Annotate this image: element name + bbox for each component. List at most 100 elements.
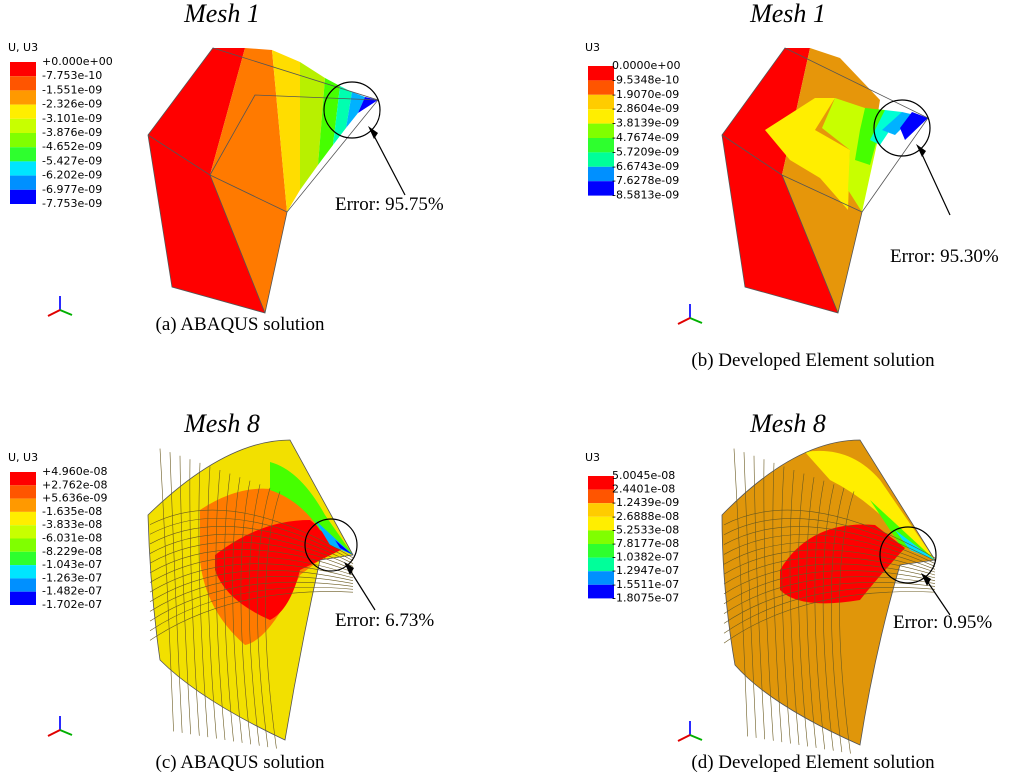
legend-swatch [588, 503, 614, 517]
mesh-line [723, 570, 936, 604]
caption: (c) ABAQUS solution [156, 752, 325, 773]
mesh-line [149, 581, 354, 622]
legend-label: -1.551e-09 [42, 83, 102, 96]
legend-label: -1.635e-08 [42, 505, 102, 518]
mesh-line [149, 563, 354, 593]
legend-label: -1.2439e-09 [612, 496, 679, 509]
legend-swatch [588, 489, 614, 504]
legend-label: -7.753e-10 [42, 69, 102, 82]
mesh-line [149, 591, 354, 641]
error-label: Error: 0.95% [893, 612, 992, 633]
mesh8-abaqus-plot [147, 439, 376, 749]
legend-swatch [10, 133, 36, 148]
mesh8-developed-plot [721, 439, 951, 754]
legend-label: -1.482e-07 [42, 585, 102, 598]
legend-header: U3 [585, 41, 600, 54]
legend-label: 2.4401e-08 [612, 483, 675, 496]
mesh-line [256, 487, 271, 748]
mesh-line [149, 586, 354, 631]
legend-header: U3 [585, 451, 600, 464]
legend-label: -5.7209e-09 [612, 145, 679, 158]
mesh-line [723, 518, 936, 561]
legend-swatch [588, 544, 614, 558]
caption: (a) ABAQUS solution [156, 314, 325, 335]
panel-title: Mesh 8 [749, 409, 826, 438]
legend-swatch [10, 591, 36, 605]
mesh-line [723, 576, 936, 614]
mesh-line [149, 556, 354, 583]
mesh-line [822, 484, 835, 751]
error-label: Error: 95.75% [335, 194, 444, 215]
legend-label: -9.5348e-10 [612, 73, 679, 86]
mesh-line [224, 473, 234, 742]
legend-label: -4.652e-09 [42, 140, 102, 153]
mesh-line [723, 526, 936, 564]
mesh-line [149, 570, 354, 603]
legend-label: -6.031e-08 [42, 532, 102, 545]
legend-label: -6.202e-09 [42, 169, 102, 182]
legend-header: U, U3 [8, 451, 38, 464]
legend-swatch [588, 152, 614, 167]
error-label: Error: 95.30% [890, 246, 999, 267]
mesh-line [743, 452, 757, 738]
legend-label: -1.0382e-07 [612, 551, 679, 564]
legend-swatch [588, 109, 614, 124]
legend-label: -3.8139e-09 [612, 117, 679, 130]
legend-swatch [588, 94, 614, 110]
mesh-line [763, 459, 774, 741]
mesh-line [723, 542, 936, 570]
caption: (d) Developed Element solution [691, 752, 935, 773]
legend-label: -7.753e-09 [42, 197, 102, 210]
legend-swatch [588, 571, 614, 585]
mesh-line [781, 466, 791, 744]
mesh-line [248, 484, 261, 746]
panel-title: Mesh 8 [183, 409, 260, 438]
legend-swatch [588, 584, 614, 599]
mesh-line [149, 576, 354, 612]
mesh-line [215, 469, 226, 741]
legend-header: U, U3 [8, 41, 38, 54]
mesh-line [232, 477, 243, 743]
legend-label: -7.6278e-09 [612, 174, 679, 187]
mesh-line [198, 462, 209, 738]
legend-swatch [10, 90, 36, 105]
legend-label: -1.043e-07 [42, 558, 102, 571]
mesh-line [169, 452, 183, 733]
mesh-line [830, 487, 845, 753]
mesh-line [149, 541, 354, 570]
legend-label: -4.7674e-09 [612, 131, 679, 144]
legend-swatch [10, 511, 36, 526]
mesh-line [723, 549, 936, 575]
legend-label: -1.9070e-09 [612, 88, 679, 101]
mesh-line [149, 549, 354, 574]
axis-triads [47, 296, 703, 742]
legend-label: -3.833e-08 [42, 518, 102, 531]
legend-label: +5.636e-09 [42, 492, 107, 505]
legend-label: -6.977e-09 [42, 183, 102, 196]
legend-label: -1.702e-07 [42, 598, 102, 611]
legend-label: -8.5813e-09 [612, 189, 679, 202]
mesh-line [149, 509, 354, 559]
legend-label: -5.2533e-08 [612, 523, 679, 536]
legend-label: 5.0045e-08 [612, 469, 675, 482]
mesh1-developed-plot [721, 47, 951, 314]
legend-label: -6.6743e-09 [612, 160, 679, 173]
legend-label: +0.000e+00 [42, 55, 113, 68]
legend-label: -5.427e-09 [42, 154, 102, 167]
legend-swatch [10, 525, 36, 539]
legend-label: -7.8177e-08 [612, 537, 679, 550]
legend-label: -2.8604e-09 [612, 102, 679, 115]
mesh-line [189, 459, 200, 736]
legend-label: +4.960e-08 [42, 465, 107, 478]
mesh-line [207, 466, 217, 739]
panel-title: Mesh 1 [183, 0, 260, 28]
mesh-line [806, 477, 817, 748]
legend-swatch [588, 557, 614, 572]
legend-swatch [10, 175, 36, 190]
legend-swatch [588, 123, 614, 138]
legend-swatch [588, 530, 614, 544]
legend-label: -2.326e-09 [42, 98, 102, 111]
legend-swatch [10, 498, 36, 512]
legend-label: -8.229e-08 [42, 545, 102, 558]
mesh-line [733, 448, 748, 737]
